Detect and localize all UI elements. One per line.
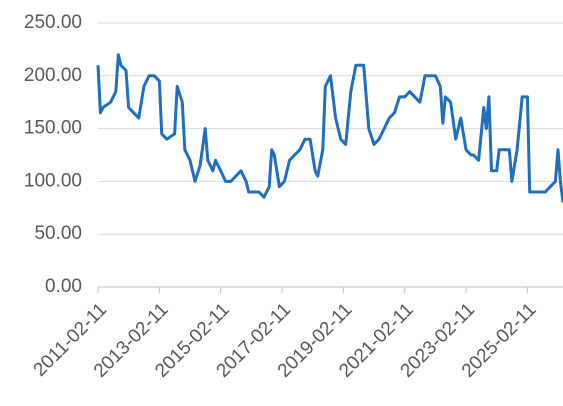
- y-tick-label: 250.00: [24, 12, 82, 33]
- data-line: [96, 53, 563, 203]
- y-tick-label: 100.00: [24, 170, 82, 191]
- y-tick-label: 200.00: [24, 65, 82, 86]
- y-tick-label: 150.00: [24, 118, 82, 139]
- y-tick-label: 50.00: [34, 223, 82, 244]
- y-tick-label: 0.00: [45, 276, 82, 297]
